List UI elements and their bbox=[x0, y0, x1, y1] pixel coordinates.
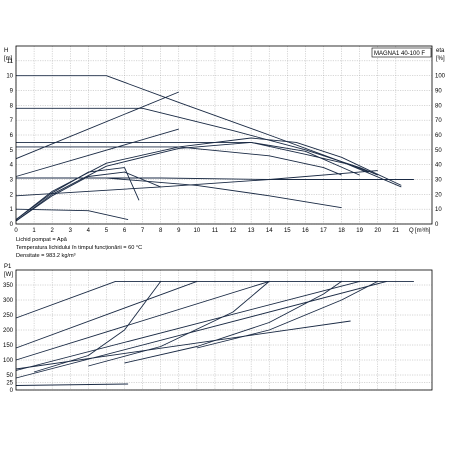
head-curve bbox=[15, 171, 161, 222]
head-curve bbox=[16, 177, 414, 180]
head-curve bbox=[15, 167, 140, 220]
head-axis-label: H bbox=[4, 48, 8, 54]
head-tick-label: 6 bbox=[10, 133, 14, 139]
head-tick-label: 2 bbox=[10, 192, 14, 198]
x-tick-label: 11 bbox=[212, 228, 219, 234]
power-tick-label: 300 bbox=[3, 298, 14, 304]
power-axis-unit: [W] bbox=[4, 272, 13, 278]
temperature-line: Temperatura lichidului în timpul funcțio… bbox=[16, 245, 143, 251]
density-line: Densitate = 983.2 kg/m³ bbox=[16, 253, 76, 259]
eta-tick-label: 10 bbox=[435, 207, 442, 213]
power-curve bbox=[15, 280, 387, 379]
head-tick-label: 11 bbox=[7, 59, 14, 65]
head-curve bbox=[15, 170, 378, 197]
power-curve bbox=[33, 281, 162, 373]
eta-tick-label: 60 bbox=[435, 133, 442, 139]
x-tick-label: 20 bbox=[374, 228, 381, 234]
x-tick-label: 2 bbox=[51, 228, 55, 234]
x-tick-label: 8 bbox=[159, 228, 163, 234]
head-series bbox=[15, 75, 414, 222]
power-grid bbox=[15, 270, 432, 391]
head-tick-label: 10 bbox=[6, 74, 13, 80]
power-axis-label: P1 bbox=[4, 264, 12, 270]
eta-tick-label: 40 bbox=[435, 163, 442, 169]
flow-axis-unit: [m³/h] bbox=[415, 228, 431, 234]
x-tick-label: 0 bbox=[14, 228, 18, 234]
x-tick-label: 16 bbox=[302, 228, 309, 234]
power-curve bbox=[15, 280, 270, 361]
x-tick-label: 9 bbox=[177, 228, 181, 234]
x-tick-label: 6 bbox=[123, 228, 127, 234]
x-tick-label: 1 bbox=[32, 228, 36, 234]
x-tick-label: 3 bbox=[69, 228, 73, 234]
eta-tick-label: 0 bbox=[435, 222, 439, 228]
head-plot-frame bbox=[15, 45, 433, 225]
eta-tick-label: 90 bbox=[435, 89, 442, 95]
head-tick-label: 9 bbox=[10, 89, 14, 95]
eta-tick-label: 30 bbox=[435, 178, 442, 184]
head-curve bbox=[15, 208, 129, 221]
eta-axis-label: eta bbox=[436, 48, 445, 54]
x-tick-label: 17 bbox=[320, 228, 327, 234]
head-curve bbox=[15, 141, 360, 222]
power-curve bbox=[88, 281, 270, 367]
power-tick-label: 25 bbox=[6, 381, 13, 387]
power-tick-label: 50 bbox=[6, 373, 13, 379]
model-label: MAGNA1 40-100 F bbox=[374, 51, 425, 57]
head-curve bbox=[15, 91, 179, 160]
x-tick-label: 15 bbox=[284, 228, 291, 234]
power-tick-label: 150 bbox=[3, 343, 14, 349]
power-series bbox=[15, 280, 414, 386]
power-curve bbox=[15, 383, 129, 386]
head-grid bbox=[15, 46, 432, 225]
x-tick-label: 13 bbox=[248, 228, 255, 234]
x-tick-label: 12 bbox=[230, 228, 237, 234]
eta-tick-label: 70 bbox=[435, 118, 442, 124]
head-tick-label: 3 bbox=[10, 178, 14, 184]
head-tick-label: 0 bbox=[10, 222, 14, 228]
fluid-line: Lichid pompat = Apă bbox=[16, 237, 67, 243]
power-tick-label: 200 bbox=[3, 328, 14, 334]
model-label-box bbox=[371, 47, 432, 58]
head-curve bbox=[16, 146, 342, 176]
x-tick-label: 19 bbox=[356, 228, 363, 234]
head-tick-label: 1 bbox=[10, 207, 14, 213]
power-curve bbox=[196, 280, 378, 349]
x-tick-label: 21 bbox=[392, 228, 399, 234]
power-tick-label: 350 bbox=[3, 283, 14, 289]
head-curve bbox=[15, 137, 402, 220]
eta-tick-label: 80 bbox=[435, 103, 442, 109]
power-tick-label: 100 bbox=[3, 358, 14, 364]
tick-labels: 0 1 2 3 4 5 6 7 8 9 10 11 12 13 14 15 16 17 18 19 20 21012345… bbox=[3, 59, 446, 394]
x-tick-label: 14 bbox=[266, 228, 273, 234]
x-tick-label: 5 bbox=[105, 228, 109, 234]
x-tick-label: 4 bbox=[87, 228, 91, 234]
eta-tick-label: 100 bbox=[435, 74, 446, 80]
head-curve bbox=[16, 141, 369, 173]
head-tick-label: 5 bbox=[10, 148, 14, 154]
eta-axis-unit: [%] bbox=[436, 56, 445, 62]
head-tick-label: 4 bbox=[10, 163, 14, 169]
head-axis-unit: [m] bbox=[4, 56, 13, 62]
power-plot-frame bbox=[15, 269, 433, 391]
head-tick-label: 7 bbox=[10, 118, 14, 124]
head-curve bbox=[16, 75, 402, 188]
power-curve bbox=[15, 280, 414, 319]
head-tick-label: 8 bbox=[10, 103, 14, 109]
flow-axis-label: Q bbox=[409, 228, 414, 234]
power-curve bbox=[124, 281, 342, 364]
power-tick-label: 250 bbox=[3, 313, 14, 319]
x-tick-label: 10 bbox=[194, 228, 201, 234]
eta-tick-label: 20 bbox=[435, 192, 442, 198]
fluid-info: Lichid pompat = Apă Temperatura lichidul… bbox=[16, 236, 142, 260]
x-tick-label: 18 bbox=[338, 228, 345, 234]
eta-tick-label: 50 bbox=[435, 148, 442, 154]
head-curve bbox=[15, 128, 179, 177]
power-tick-label: 0 bbox=[10, 388, 14, 394]
power-curve bbox=[15, 280, 198, 349]
x-tick-label: 7 bbox=[141, 228, 145, 234]
power-curve bbox=[15, 280, 360, 371]
